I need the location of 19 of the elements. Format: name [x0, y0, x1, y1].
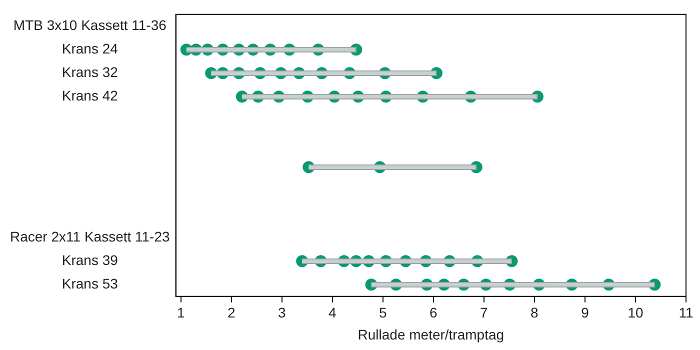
x-tick-label: 1 — [176, 304, 185, 321]
x-tick-label: 5 — [379, 304, 388, 321]
y-tick-label: Krans 24 — [62, 40, 118, 57]
x-tick-label: 4 — [328, 304, 336, 321]
x-tick-label: 8 — [530, 304, 539, 321]
x-tick-label: 2 — [227, 304, 236, 321]
x-tick-label: 6 — [430, 304, 438, 321]
y-tick-label: Krans 39 — [62, 252, 118, 268]
x-axis-title: Rullade meter/tramptag — [358, 326, 504, 342]
x-tick-label: 3 — [278, 304, 286, 321]
y-tick-label: MTB 3x10 Kassett 11-36 — [13, 17, 167, 34]
x-tick-label: 7 — [480, 304, 488, 321]
x-tick-label: 10 — [628, 304, 644, 321]
y-tick-label: Krans 42 — [62, 88, 118, 104]
x-tick-label: 9 — [581, 304, 590, 321]
x-tick-label: 11 — [678, 304, 694, 321]
y-tick-label: Krans 53 — [62, 276, 118, 292]
y-tick-label: Krans 32 — [62, 64, 118, 80]
y-tick-label: Racer 2x11 Kassett 11-23 — [10, 228, 170, 245]
